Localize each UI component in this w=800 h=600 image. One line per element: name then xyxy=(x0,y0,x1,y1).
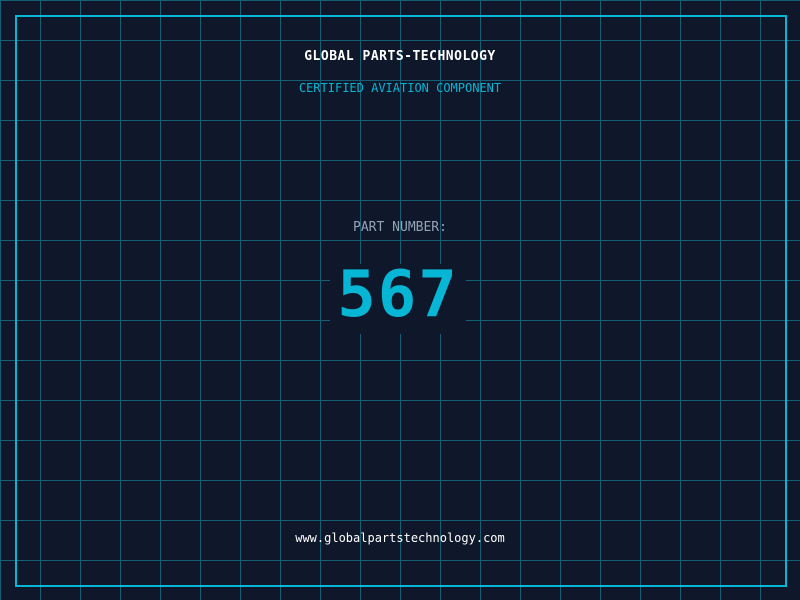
part-number-label: PART NUMBER: xyxy=(353,220,447,235)
website-link[interactable]: www.globalpartstechnology.com xyxy=(295,531,505,545)
part-number-value: 567 xyxy=(337,258,459,332)
part-number-box: 567 xyxy=(330,260,466,334)
border-frame xyxy=(15,15,787,587)
subtitle: CERTIFIED AVIATION COMPONENT xyxy=(298,81,502,95)
brand-title: GLOBAL PARTS-TECHNOLOGY xyxy=(304,49,496,64)
